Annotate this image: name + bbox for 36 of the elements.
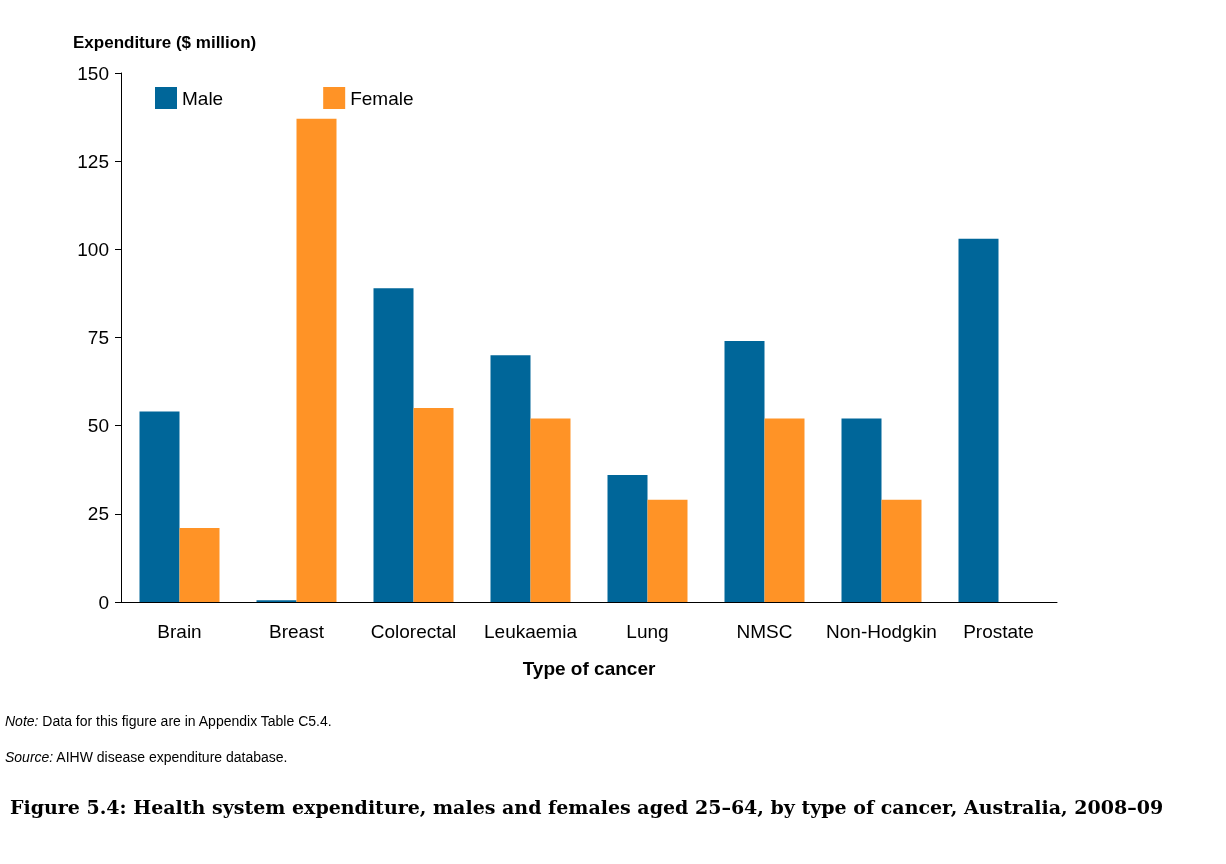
x-tick-label: Non-Hodgkin <box>826 621 937 642</box>
y-axis-title: Expenditure ($ million) <box>73 33 257 52</box>
bar <box>958 238 999 602</box>
y-tick-label: 150 <box>77 62 109 84</box>
bar <box>490 355 531 602</box>
x-tick-label: Leukaemia <box>484 621 578 642</box>
bar <box>841 418 882 602</box>
bar <box>647 499 688 602</box>
bar <box>373 288 414 602</box>
bar <box>296 118 337 602</box>
y-tick-label: 25 <box>87 503 109 525</box>
bar <box>881 499 922 602</box>
text: Note: Data for this figure are in Appendix Table C5.4. <box>5 713 332 729</box>
bar <box>764 418 805 602</box>
y-tick-label: 75 <box>87 327 109 348</box>
x-tick-label: NMSC <box>736 621 793 642</box>
x-tick-label: Brain <box>157 621 202 642</box>
legend-label: Male <box>182 87 224 109</box>
y-tick-label: 100 <box>77 238 109 260</box>
bar <box>607 475 648 602</box>
x-tick-label: Colorectal <box>370 621 457 642</box>
x-tick-label: Prostate <box>963 621 1034 642</box>
x-tick-label: Lung <box>626 621 669 642</box>
bar <box>530 418 571 602</box>
x-axis-title: Type of cancer <box>522 658 656 679</box>
bar <box>179 527 220 602</box>
y-tick-label: 50 <box>87 415 109 437</box>
legend-label: Female <box>350 87 414 109</box>
bar <box>139 411 180 602</box>
y-tick-label: 125 <box>77 150 109 172</box>
x-tick-label: Breast <box>269 621 325 642</box>
text: Figure 5.4: Health system expenditure, males and females aged 25–64, by type of cancer, Australia, 2008–09 <box>10 796 1164 818</box>
source-note: Source: AIHW disease expenditure database. <box>5 749 288 765</box>
bar <box>724 341 765 602</box>
y-tick-label: 0 <box>98 591 109 613</box>
bar <box>413 408 454 602</box>
